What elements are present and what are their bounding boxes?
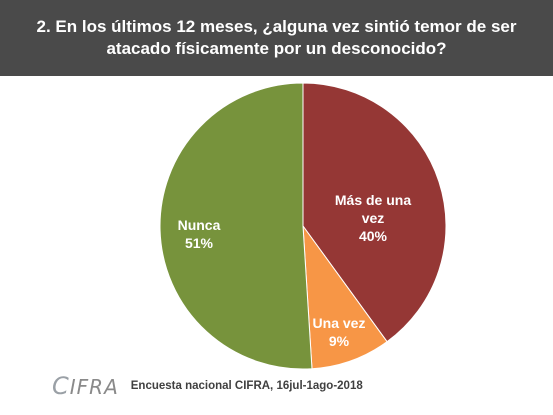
title-bar: 2. En los últimos 12 meses, ¿alguna vez … [0, 0, 553, 76]
slice-label-nunca: Nunca 51% [178, 217, 221, 251]
slice-label-una-vez: Una vez 9% [313, 315, 366, 349]
pie-slice-una-vez [302, 224, 388, 370]
footer: CIFRA Encuesta nacional CIFRA, 16jul-1ag… [52, 372, 363, 400]
slice-label-más-de-una-vez: Más de una vez 40% [335, 192, 411, 244]
source-note: Encuesta nacional CIFRA, 16jul-1ago-2018 [130, 380, 363, 392]
cifra-logo: CIFRA [52, 372, 119, 400]
logo-text: IFRA [69, 375, 119, 399]
chart-title: 2. En los últimos 12 meses, ¿alguna vez … [36, 17, 517, 58]
pie-slice-nunca [159, 82, 313, 370]
pie-slice-más-de-una-vez [302, 82, 447, 343]
logo-letter: C [52, 372, 70, 400]
